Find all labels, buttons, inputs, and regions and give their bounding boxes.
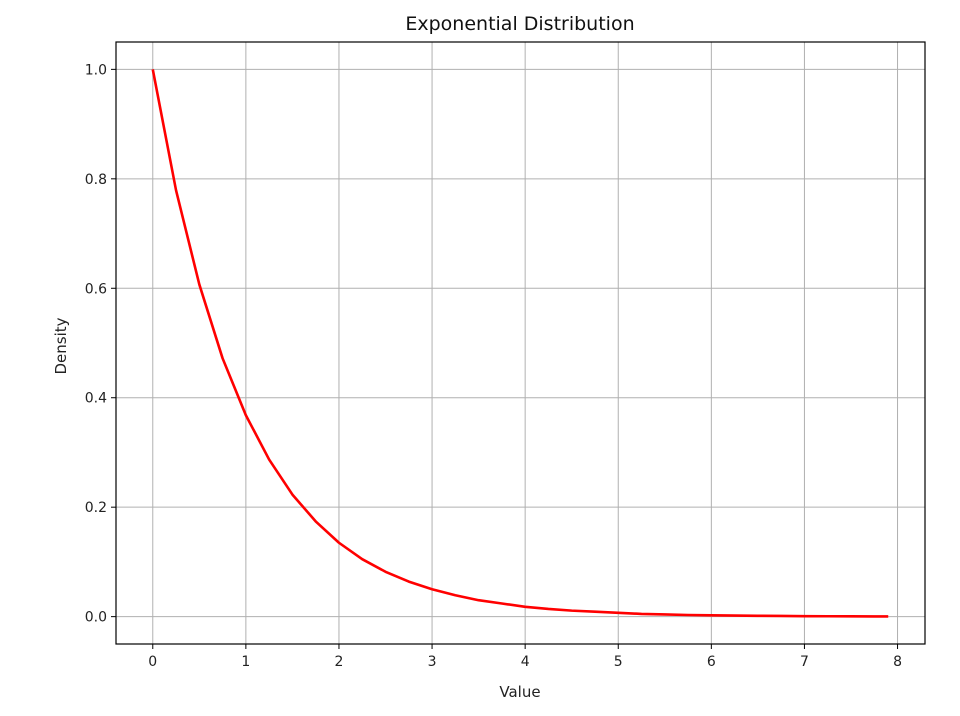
plot-area bbox=[116, 42, 925, 644]
x-tick-label-7: 7 bbox=[800, 654, 809, 670]
y-axis-label: Density bbox=[52, 317, 70, 374]
x-tick-label-1: 1 bbox=[241, 654, 250, 670]
y-tick-label-4: 0.8 bbox=[85, 172, 107, 188]
chart-title: Exponential Distribution bbox=[405, 13, 634, 35]
plot-frame bbox=[115, 41, 926, 645]
y-axis-ticks: 0.0 0.2 0.4 0.6 0.8 1.0 bbox=[85, 62, 116, 626]
x-tick-label-0: 0 bbox=[148, 654, 157, 670]
x-tick-label-3: 3 bbox=[428, 654, 437, 670]
x-axis-label: Value bbox=[499, 683, 540, 701]
series-layer bbox=[151, 69, 889, 618]
y-tick-label-0: 0.0 bbox=[85, 610, 107, 626]
plot-background bbox=[116, 42, 925, 644]
x-gridlines bbox=[152, 42, 899, 644]
x-tick-label-5: 5 bbox=[614, 654, 623, 670]
x-axis-ticks: 0 1 2 3 4 5 6 7 8 bbox=[148, 644, 902, 670]
y-tick-label-5: 1.0 bbox=[85, 62, 107, 78]
x-tick-label-4: 4 bbox=[521, 654, 530, 670]
y-tick-label-1: 0.2 bbox=[85, 500, 107, 516]
y-tick-label-3: 0.6 bbox=[85, 281, 107, 297]
y-tick-label-2: 0.4 bbox=[85, 391, 107, 407]
axes-frame bbox=[115, 41, 926, 645]
x-tick-label-2: 2 bbox=[335, 654, 344, 670]
series-line-0 bbox=[151, 69, 889, 618]
x-tick-label-8: 8 bbox=[893, 654, 902, 670]
x-tick-label-6: 6 bbox=[707, 654, 716, 670]
